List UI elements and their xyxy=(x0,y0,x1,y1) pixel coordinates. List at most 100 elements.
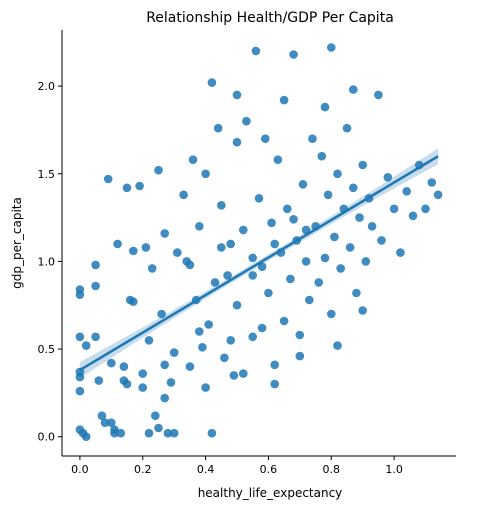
scatter-point xyxy=(169,348,179,357)
scatter-point xyxy=(100,418,110,428)
scatter-point xyxy=(320,102,330,112)
scatter-point xyxy=(261,134,270,143)
scatter-point xyxy=(270,239,280,249)
scatter-point xyxy=(361,257,371,266)
scatter-point xyxy=(173,248,182,257)
scatter-point xyxy=(323,190,333,200)
scatter-point xyxy=(286,274,295,284)
scatter-point xyxy=(242,116,251,126)
scatter-point xyxy=(289,215,298,224)
scatter-point xyxy=(113,239,122,249)
y-tick-label: 1.0 xyxy=(38,255,56,268)
scatter-point xyxy=(396,248,405,257)
scatter-point xyxy=(147,264,157,273)
y-tick-label: 0.0 xyxy=(38,431,56,444)
scatter-point xyxy=(301,257,311,266)
scatter-point xyxy=(75,386,85,396)
scatter-point xyxy=(305,295,314,305)
scatter-point xyxy=(349,183,358,193)
regression-line-layer xyxy=(79,155,439,372)
scatter-point xyxy=(433,190,443,200)
scatter-point xyxy=(160,393,169,403)
scatter-point xyxy=(144,428,154,438)
scatter-point xyxy=(333,169,342,179)
x-ticks: 0.0 0.2 0.4 0.6 0.8 1.0 xyxy=(71,456,403,476)
x-tick-label: 0.6 xyxy=(260,463,278,476)
scatter-point xyxy=(308,134,317,143)
scatter-point xyxy=(295,351,305,361)
scatter-point xyxy=(91,332,100,342)
scatter-point xyxy=(295,330,305,340)
scatter-point xyxy=(421,204,430,214)
scatter-point xyxy=(160,229,169,238)
scatter-point xyxy=(239,369,248,378)
scatter-point xyxy=(81,432,91,442)
y-axis-label: gdp_per_capita xyxy=(10,197,24,289)
scatter-point xyxy=(207,428,217,438)
scatter-point xyxy=(273,155,283,164)
scatter-point xyxy=(97,411,107,421)
scatter-point xyxy=(226,336,235,345)
scatter-point xyxy=(185,260,195,270)
scatter-point xyxy=(94,376,104,385)
scatter-point xyxy=(116,428,126,438)
y-tick-label: 2.0 xyxy=(38,80,56,93)
scatter-point xyxy=(298,180,308,189)
scatter-point xyxy=(151,411,160,421)
scatter-point xyxy=(342,123,352,133)
scatter-point xyxy=(232,90,242,100)
x-tick-label: 0.2 xyxy=(134,463,152,476)
scatter-point xyxy=(232,300,242,310)
scatter-point xyxy=(217,201,226,210)
scatter-point xyxy=(327,309,336,319)
scatter-point xyxy=(427,178,437,187)
scatter-point xyxy=(138,369,147,378)
scatter-point xyxy=(333,341,342,350)
scatter-point xyxy=(374,90,383,100)
scatter-point xyxy=(188,155,198,164)
scatter-point xyxy=(201,383,210,392)
scatter-point xyxy=(229,371,239,380)
scatter-point xyxy=(232,137,242,147)
scatter-point xyxy=(217,243,226,252)
scatter-point xyxy=(210,278,220,287)
scatter-point xyxy=(270,379,280,389)
scatter-point xyxy=(358,160,368,170)
scatter-point xyxy=(220,353,229,363)
scatter-point xyxy=(103,174,113,184)
scatter-point xyxy=(107,418,116,428)
scatter-point xyxy=(257,262,267,272)
scatter-point xyxy=(185,362,195,371)
scatter-point xyxy=(289,50,298,59)
scatter-point xyxy=(166,378,176,387)
scatter-point xyxy=(248,253,257,263)
scatter-point xyxy=(226,239,235,249)
scatter-point xyxy=(358,306,368,315)
x-tick-label: 1.0 xyxy=(385,463,403,476)
scatter-point xyxy=(408,211,418,221)
scatter-point xyxy=(119,376,129,385)
scatter-point xyxy=(119,362,129,371)
scatter-point xyxy=(81,341,91,350)
scatter-point xyxy=(141,243,151,252)
scatter-point xyxy=(377,236,386,245)
scatter-point xyxy=(195,327,204,336)
scatter-point xyxy=(169,428,179,438)
scatter-point xyxy=(201,169,210,179)
scatter-point xyxy=(223,271,232,280)
scatter-point xyxy=(264,288,273,298)
x-tick-label: 0.4 xyxy=(197,463,215,476)
y-tick-label: 0.5 xyxy=(38,343,56,356)
scatter-point xyxy=(154,423,163,433)
scatter-point xyxy=(279,316,289,326)
scatter-point xyxy=(144,336,154,345)
scatter-point xyxy=(352,288,361,298)
scatter-point xyxy=(75,372,85,382)
scatter-point xyxy=(355,213,364,222)
scatter-point xyxy=(283,204,292,214)
scatter-point xyxy=(349,85,358,94)
scatter-point xyxy=(213,123,223,133)
x-tick-label: 0.8 xyxy=(323,463,341,476)
scatter-point xyxy=(327,43,336,52)
